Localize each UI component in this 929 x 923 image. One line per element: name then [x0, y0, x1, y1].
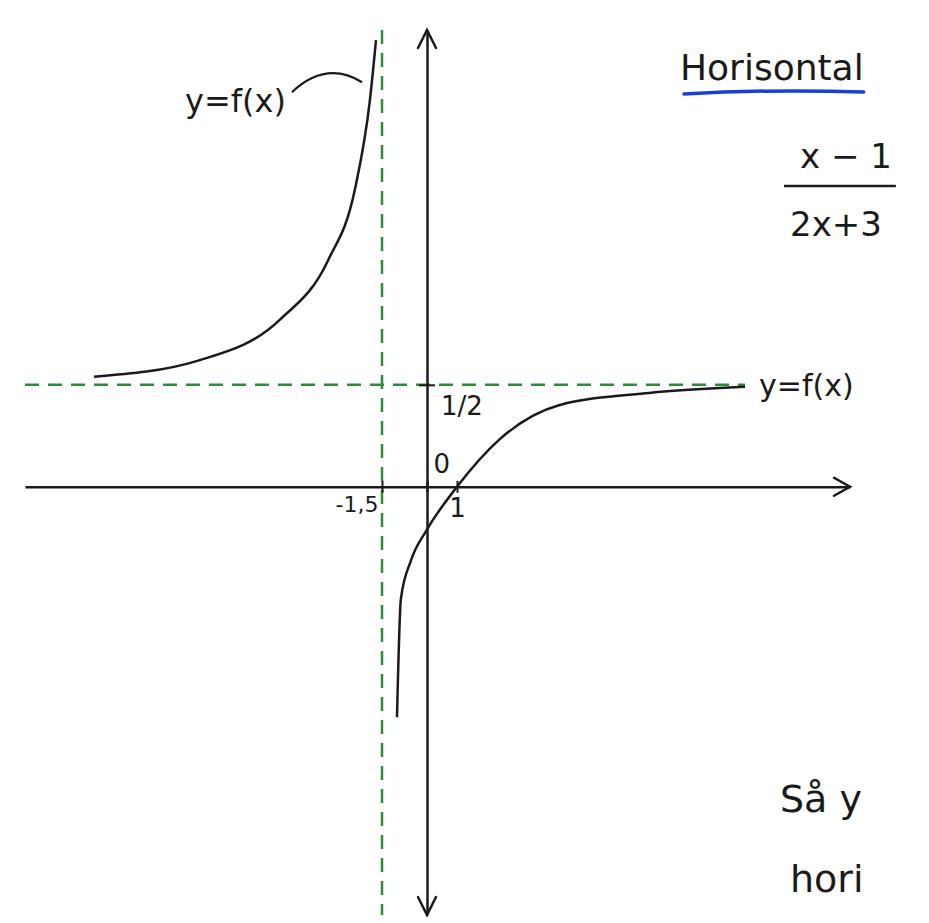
- note-title: Horisontal: [680, 47, 864, 88]
- note-underline: [684, 91, 864, 94]
- horizontal-asymptote: [25, 384, 745, 387]
- y-tick-label: 1/2: [441, 391, 483, 421]
- curve: [94, 40, 745, 717]
- note-line: Så y: [780, 777, 862, 821]
- x-tick: 0: [428, 449, 451, 493]
- x-tick: -1,5: [336, 481, 383, 518]
- y-arrow-bottom: [418, 897, 436, 915]
- x-axis-line: [26, 486, 851, 489]
- leader-line: [292, 73, 362, 92]
- y-axis-line: [426, 31, 429, 916]
- x-tick-mark: [382, 481, 384, 493]
- vertical-asymptote: [381, 30, 384, 915]
- chart: -1,5 0 1 1/2 y=f(x) y=f(x) Horisontal x − 1 2x+3…: [0, 0, 929, 923]
- fraction-bar: [784, 185, 896, 188]
- x-tick-label: -1,5: [336, 492, 379, 517]
- x-arrow: [834, 478, 850, 496]
- curve-label: y=f(x): [759, 368, 854, 403]
- plot-area: [25, 30, 745, 915]
- y-arrow-top: [418, 30, 436, 48]
- fraction-numerator: x − 1: [800, 136, 892, 176]
- fraction-denominator: 2x+3: [790, 204, 882, 244]
- annotations: y=f(x) y=f(x): [185, 73, 854, 403]
- y-axis: 1/2: [419, 31, 483, 916]
- y-tick: 1/2: [419, 385, 483, 421]
- side-notes: Horisontal x − 1 2x+3 Så y hori: [680, 47, 896, 901]
- note-line: hori: [790, 857, 864, 901]
- y-tick-mark: [419, 384, 435, 386]
- curve-group: [94, 40, 745, 717]
- x-tick-label: 1: [449, 493, 466, 523]
- x-tick-label: 0: [434, 449, 451, 479]
- curve-label: y=f(x): [185, 82, 286, 120]
